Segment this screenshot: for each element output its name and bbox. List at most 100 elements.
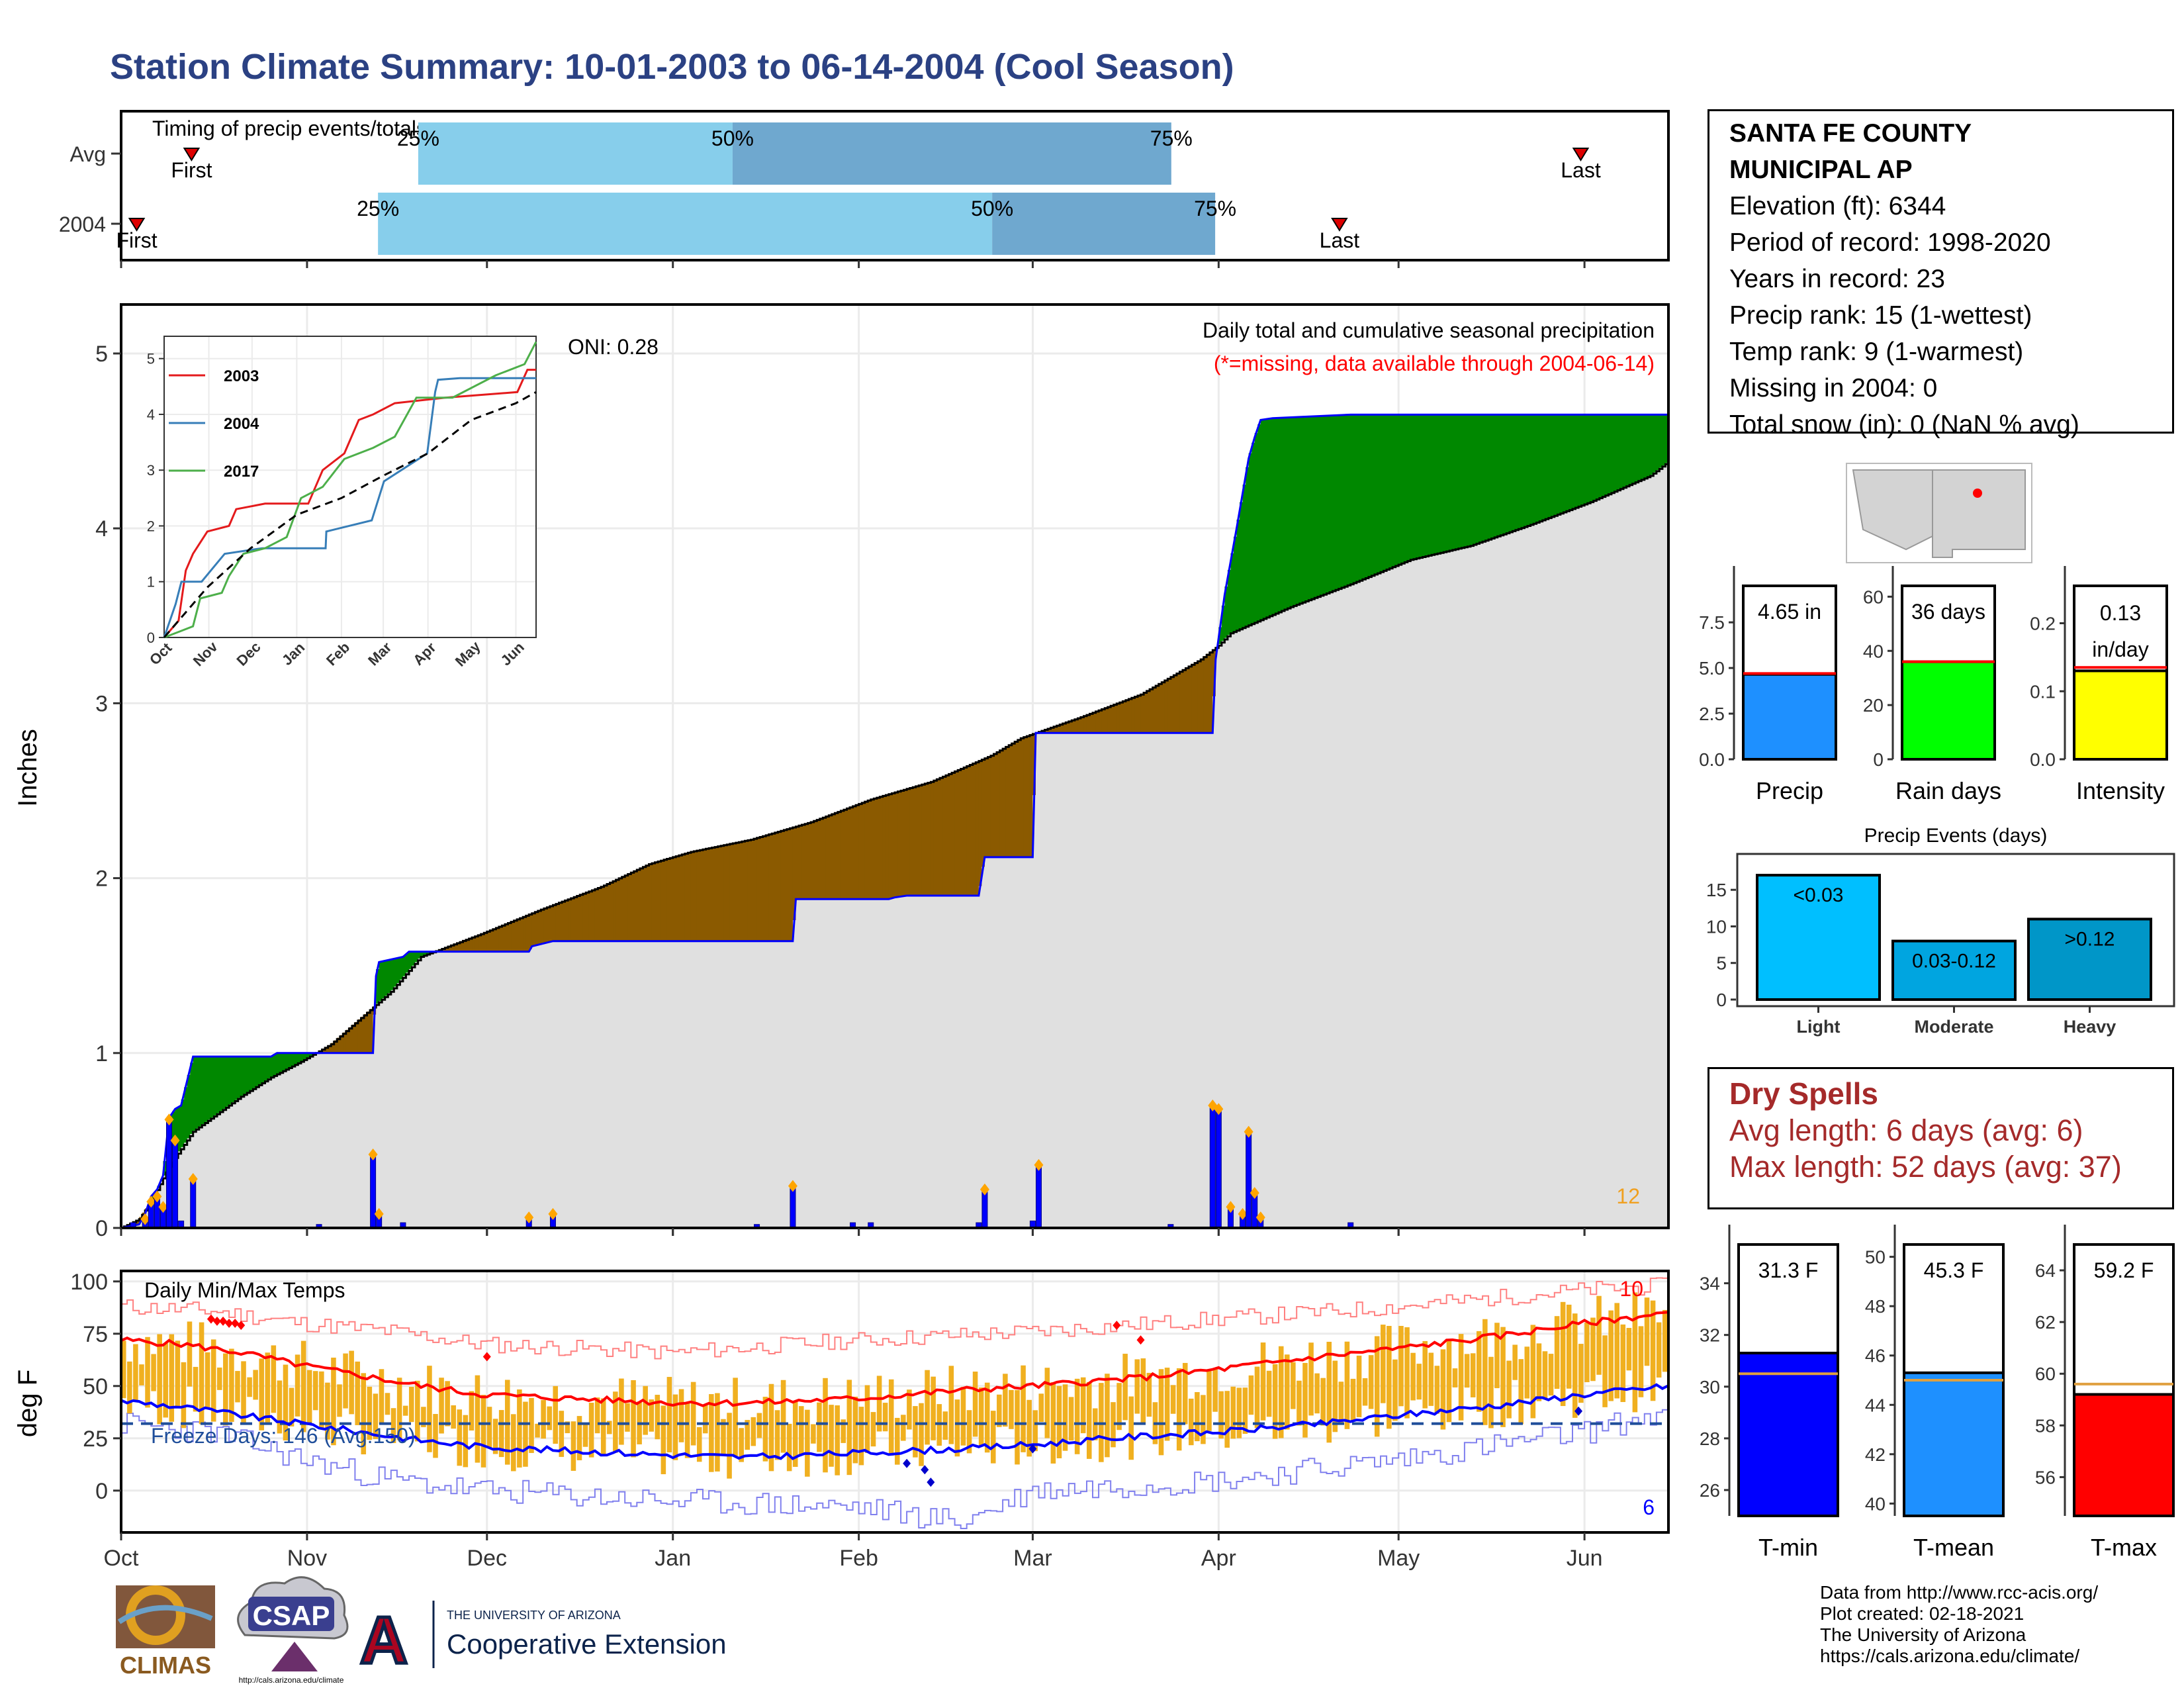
daily-precip-bar (1215, 1108, 1222, 1229)
timing-pct-50: 50% (711, 126, 754, 150)
daily-temp-bar (756, 1413, 762, 1438)
daily-temp-bar (582, 1425, 588, 1447)
mini-bar-category-label: T-min (1758, 1534, 1818, 1561)
daily-temp-bar (846, 1380, 852, 1476)
daily-temp-bar (253, 1370, 258, 1400)
precip-daily-bars (130, 1100, 1354, 1229)
daily-temp-bar (799, 1406, 804, 1455)
record-high-marker-icon (1136, 1335, 1145, 1345)
daily-temp-bar (703, 1404, 708, 1434)
daily-temp-bar (535, 1423, 540, 1438)
temp-y-tick-label: 25 (83, 1427, 108, 1452)
daily-temp-bar (600, 1398, 606, 1456)
daily-temp-bar (1128, 1396, 1134, 1460)
daily-precip-marker-icon (158, 1201, 168, 1213)
daily-temp-bar (396, 1378, 402, 1440)
timing-rows: 25% 50% 75% First Last Avg 25% 50% 75% First Last 2… (59, 122, 1601, 255)
dry-spells-title: Dry Spells (1729, 1076, 1878, 1111)
mini-chart-rain-days: 0 20 40 60 36 days Rain days (1863, 566, 2001, 804)
daily-temp-bar (1350, 1378, 1356, 1421)
dry-spells-box: Dry Spells Avg length: 6 days (avg: 6) M… (1707, 1067, 2174, 1209)
daily-temp-bar (780, 1380, 786, 1453)
daily-precip-marker-icon (1255, 1211, 1265, 1224)
daily-temp-bar (966, 1410, 972, 1454)
mini-y-tick-label: 32 (1700, 1325, 1720, 1346)
daily-temp-bar (553, 1385, 559, 1444)
daily-temp-bar (805, 1409, 810, 1477)
mini-y-tick-label: 0.1 (2030, 681, 2056, 702)
oni-label: ONI: 0.28 (568, 335, 659, 359)
mini-charts: 0.0 2.5 5.0 7.5 4.65 in Precip 0 20 40 60 36 days R… (1699, 566, 2175, 1561)
daily-temp-bar (1134, 1359, 1140, 1414)
daily-temp-bar (216, 1367, 222, 1390)
daily-temp-bar (1201, 1395, 1206, 1444)
daily-temp-bar (990, 1411, 996, 1464)
timing-last-marker-icon (1572, 148, 1590, 162)
daily-temp-bar (565, 1421, 570, 1434)
inset-avg-line (163, 391, 537, 638)
daily-temp-bar (1428, 1352, 1434, 1406)
daily-temp-bar (475, 1375, 480, 1463)
mini-chart-precip-events: Precip Events (days) 0 5 10 15 <0.03 Light 0.03… (1706, 825, 2175, 1037)
daily-temp-bar (925, 1370, 930, 1445)
station-location-dot (1973, 489, 1982, 498)
daily-temp-bar (709, 1394, 714, 1472)
daily-temp-bar (1584, 1323, 1590, 1383)
daily-temp-bar (895, 1417, 900, 1465)
temp-y-tick-label: 50 (83, 1374, 108, 1399)
temp-y-tick-label: 75 (83, 1322, 108, 1347)
temp-x-tick-label: Mar (1013, 1546, 1052, 1571)
record-high-marker-icon (237, 1321, 246, 1331)
record-high-marker-icon (482, 1352, 491, 1362)
daily-temp-bar (762, 1397, 768, 1462)
daily-precip-marker-icon (140, 1213, 150, 1225)
temp-y-tick-label: 0 (95, 1479, 108, 1504)
events-y-tick-label: 5 (1716, 953, 1727, 974)
record-high-marker-icon (219, 1316, 228, 1326)
daily-temp-bar (817, 1402, 822, 1452)
daily-precip-bar (370, 1154, 377, 1229)
daily-temp-bar (1434, 1366, 1440, 1414)
daily-temp-bar (643, 1385, 648, 1435)
daily-precip-marker-icon (1226, 1201, 1236, 1213)
daily-temp-bar (1260, 1342, 1266, 1421)
daily-temp-bar (1236, 1387, 1242, 1438)
temp-x-tick-label: Dec (467, 1546, 507, 1571)
inset-series-line (163, 341, 537, 639)
precip-ylabel: Inches (13, 729, 42, 807)
daily-temp-bar (277, 1380, 283, 1434)
mini-bar (1903, 1371, 2005, 1517)
credit-line-url: https://cals.arizona.edu/climate/ (1820, 1646, 2080, 1666)
daily-temp-bar (823, 1378, 828, 1473)
daily-temp-bar (319, 1371, 324, 1430)
daily-temp-bar (235, 1371, 240, 1403)
daily-temp-bar (1356, 1355, 1362, 1417)
daily-temp-bar (1524, 1346, 1530, 1399)
daily-temp-bar (259, 1358, 264, 1430)
daily-temp-bar (541, 1399, 546, 1439)
daily-temp-bar (421, 1407, 426, 1428)
daily-temp-bar (283, 1364, 289, 1441)
daily-temp-bar (1332, 1360, 1338, 1432)
station-info-box: SANTA FE COUNTY MUNICIPAL AP Elevation (… (1707, 109, 2174, 439)
temp-min-count: 6 (1643, 1495, 1655, 1519)
daily-temp-bar (607, 1421, 612, 1434)
daily-temp-bar (888, 1379, 894, 1456)
avg-max-line (120, 1311, 1669, 1407)
daily-temp-bar (193, 1366, 199, 1412)
daily-temp-bar (1518, 1359, 1524, 1425)
record-max-line (121, 1277, 1669, 1360)
daily-precip-bar (790, 1186, 796, 1229)
daily-temp-bar (768, 1383, 774, 1472)
temp-max-count: 10 (1619, 1277, 1643, 1301)
daily-temp-bar (486, 1407, 492, 1448)
daily-precip-marker-icon (788, 1180, 797, 1192)
timing-row-label: Avg (69, 142, 106, 166)
daily-temp-bar (870, 1412, 876, 1447)
daily-temp-bar (367, 1386, 373, 1440)
dry-spells-avg: Avg length: 6 days (avg: 6) (1729, 1113, 2083, 1147)
daily-precip-marker-icon (170, 1134, 180, 1147)
daily-temp-bar (1266, 1370, 1272, 1417)
daily-temp-bar (331, 1357, 336, 1446)
